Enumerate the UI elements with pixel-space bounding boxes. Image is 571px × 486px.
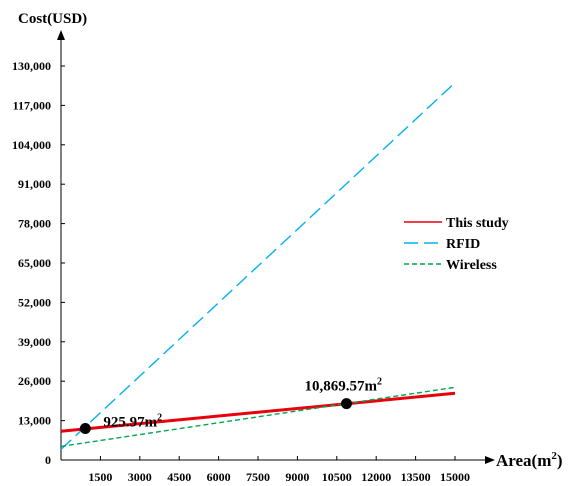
x-tick-label: 9000 (285, 470, 309, 484)
series-lines (60, 82, 456, 450)
y-tick-label: 52,000 (18, 295, 51, 309)
x-tick-label: 13500 (401, 470, 431, 484)
x-ticks: 1500 3000 4500 6000 7500 9000 10500 12000 13500 1… (88, 456, 470, 484)
x-tick-label: 4500 (167, 470, 191, 484)
x-tick-label: 15000 (440, 470, 470, 484)
y-tick-label: 91,000 (18, 177, 51, 191)
intersection-label: 10,869.57m2 (305, 377, 383, 395)
x-axis-arrow-icon (485, 456, 495, 464)
x-tick-label: 12000 (361, 470, 391, 484)
y-tick-label: 117,000 (13, 98, 51, 112)
legend-label: This study (446, 216, 509, 231)
series-line-rfid (60, 82, 456, 450)
x-axis-title-sup: 2 (551, 450, 557, 462)
legend-label: Wireless (446, 258, 497, 273)
axes (57, 30, 495, 464)
x-tick-label: 10500 (322, 470, 352, 484)
y-tick-label: 26,000 (18, 374, 51, 388)
x-axis-title-base: Area(m (496, 451, 551, 470)
y-tick-label: 78,000 (18, 217, 51, 231)
y-tick-label: 65,000 (18, 256, 51, 270)
x-tick-label: 7500 (246, 470, 270, 484)
x-tick-label: 1500 (88, 470, 112, 484)
y-axis-arrow-icon (57, 30, 65, 40)
intersection-label: 925.97m2 (103, 412, 162, 430)
y-tick-label: 104,000 (12, 138, 51, 152)
x-axis-title-close: ) (557, 451, 563, 470)
legend: This study RFID Wireless (404, 216, 509, 273)
series-line-this-study (60, 391, 456, 433)
y-tick-label: 39,000 (18, 335, 51, 349)
annotations: 925.97m2 10,869.57m2 (79, 377, 383, 434)
x-axis-title: Area(m2) (496, 450, 563, 470)
intersection-point (341, 398, 353, 410)
x-tick-label: 6000 (207, 470, 231, 484)
series-line-wireless (60, 386, 456, 448)
intersection-point (79, 422, 91, 434)
y-ticks: 0 13,000 26,000 39,000 52,000 65,000 78,000 91,… (12, 59, 65, 467)
y-tick-label: 0 (45, 453, 51, 467)
y-tick-label: 13,000 (18, 414, 51, 428)
x-tick-label: 3000 (128, 470, 152, 484)
legend-label: RFID (446, 237, 480, 252)
y-axis-title: Cost(USD) (18, 11, 87, 27)
y-tick-label: 130,000 (12, 59, 51, 73)
